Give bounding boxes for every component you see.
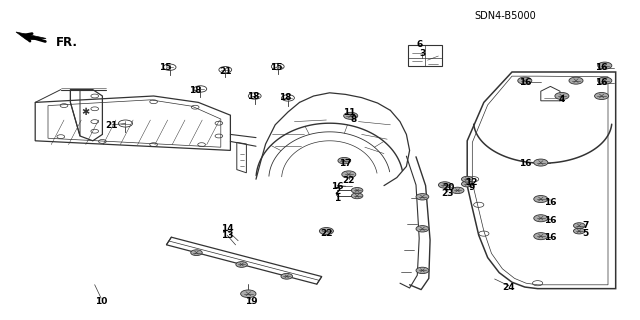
Text: 16: 16: [518, 159, 531, 168]
Text: 18: 18: [279, 93, 292, 102]
Circle shape: [598, 77, 612, 84]
Text: 18: 18: [246, 92, 259, 100]
Text: 21: 21: [219, 67, 232, 76]
Circle shape: [236, 262, 248, 268]
Text: 9: 9: [468, 183, 475, 192]
Text: 3: 3: [419, 49, 426, 58]
Circle shape: [438, 182, 451, 188]
Text: SDN4-B5000: SDN4-B5000: [475, 11, 536, 21]
Circle shape: [281, 273, 292, 279]
Circle shape: [351, 188, 363, 193]
Text: 16: 16: [518, 78, 531, 87]
Text: 12: 12: [465, 178, 478, 187]
Text: 24: 24: [502, 284, 515, 292]
Text: 1: 1: [334, 194, 340, 203]
Text: FR.: FR.: [56, 36, 78, 49]
Circle shape: [416, 226, 429, 232]
Circle shape: [416, 267, 429, 274]
Circle shape: [351, 193, 363, 199]
Circle shape: [534, 233, 548, 240]
Text: 16: 16: [544, 233, 557, 242]
Circle shape: [342, 171, 356, 178]
Text: 16: 16: [331, 182, 344, 191]
Text: 14: 14: [221, 224, 234, 233]
Text: 13: 13: [221, 231, 234, 240]
Polygon shape: [16, 32, 46, 40]
Circle shape: [451, 187, 464, 194]
Circle shape: [598, 62, 612, 69]
Circle shape: [569, 77, 583, 84]
Text: 7: 7: [582, 221, 589, 230]
Text: 5: 5: [582, 229, 589, 238]
Circle shape: [518, 77, 532, 84]
Text: ✱: ✱: [81, 107, 89, 117]
Text: 22: 22: [320, 229, 333, 238]
Text: 23: 23: [442, 189, 454, 198]
Text: 15: 15: [159, 63, 172, 72]
Circle shape: [461, 176, 473, 182]
Circle shape: [534, 159, 548, 166]
Text: 15: 15: [270, 63, 283, 72]
Text: 16: 16: [544, 198, 557, 207]
Text: 18: 18: [189, 86, 202, 95]
Text: 16: 16: [595, 78, 608, 87]
Circle shape: [338, 157, 351, 164]
Text: 16: 16: [595, 63, 608, 72]
Circle shape: [461, 181, 473, 187]
Circle shape: [534, 215, 548, 222]
Text: 10: 10: [95, 297, 108, 306]
Text: 19: 19: [244, 297, 257, 306]
Circle shape: [344, 112, 358, 119]
Circle shape: [319, 228, 333, 235]
Circle shape: [416, 194, 429, 200]
Text: 11: 11: [342, 108, 355, 116]
Circle shape: [241, 290, 256, 298]
Text: 17: 17: [339, 159, 352, 168]
Circle shape: [555, 92, 569, 100]
Text: 22: 22: [342, 176, 355, 185]
Circle shape: [573, 228, 585, 234]
Circle shape: [595, 92, 609, 100]
Circle shape: [573, 223, 585, 228]
Circle shape: [191, 250, 202, 256]
Text: 20: 20: [442, 183, 454, 192]
Text: 6: 6: [416, 40, 422, 49]
Text: 4: 4: [559, 95, 565, 104]
Circle shape: [534, 196, 548, 203]
Text: 16: 16: [544, 216, 557, 225]
Text: 2: 2: [334, 188, 340, 196]
Text: 8: 8: [351, 115, 357, 124]
Text: 21: 21: [106, 121, 118, 130]
